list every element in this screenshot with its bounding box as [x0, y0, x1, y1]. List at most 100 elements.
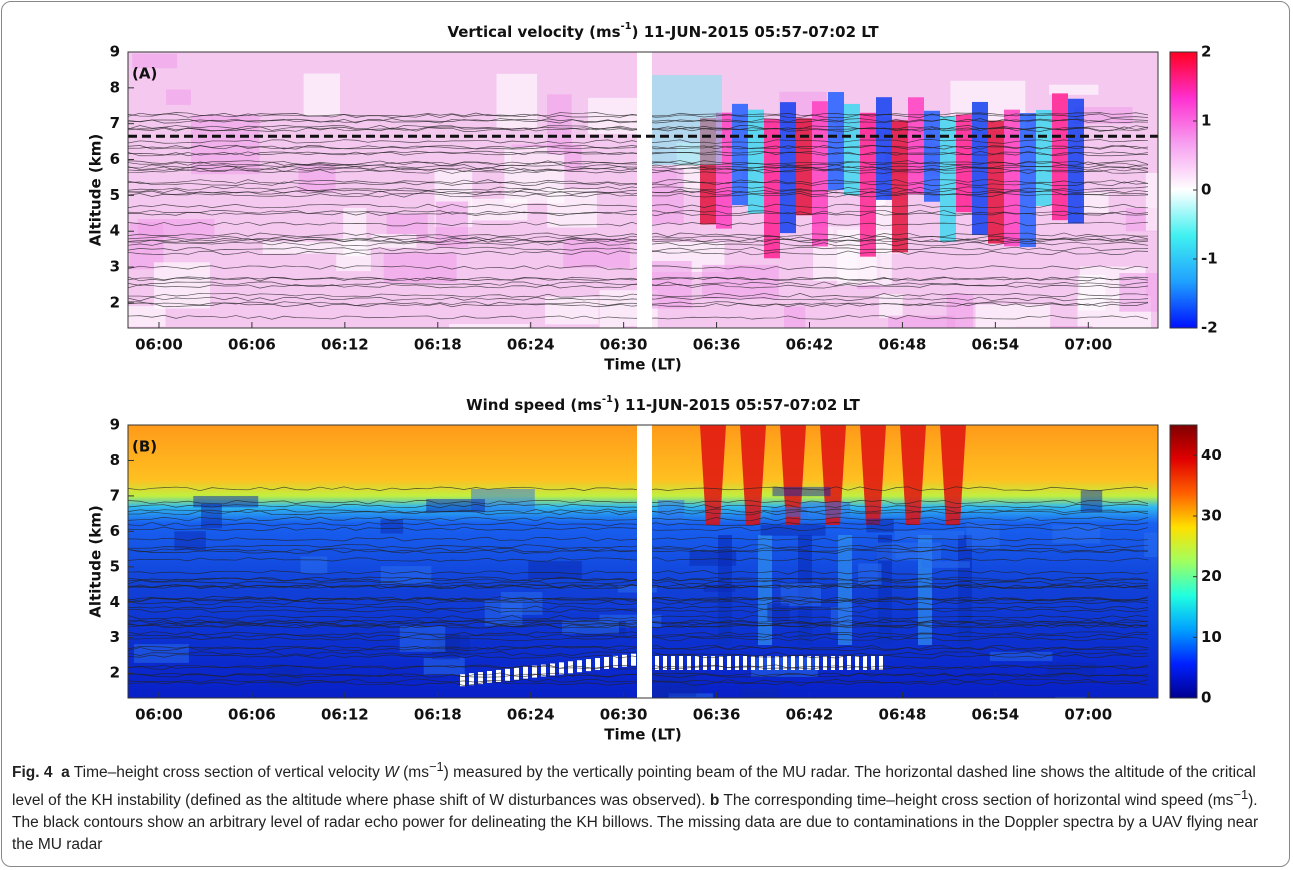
field-texture	[563, 237, 630, 268]
y-tick-label: 5	[110, 186, 120, 204]
y-axis-label: Altitude (km)	[87, 505, 105, 617]
missing-data	[478, 672, 483, 685]
field-texture	[760, 524, 826, 536]
field-texture	[812, 101, 828, 247]
plot-frame	[127, 51, 1159, 329]
field-texture	[547, 94, 572, 155]
field-texture	[652, 75, 722, 165]
field-texture	[975, 304, 1051, 328]
contour	[128, 583, 1149, 589]
field-texture	[1145, 172, 1158, 231]
contour	[128, 623, 1149, 629]
title-text: Wind speed (ms	[466, 396, 602, 414]
contour	[128, 246, 1149, 252]
x-tick-label: 06:24	[507, 706, 555, 724]
contour	[128, 547, 1149, 553]
missing-data	[631, 653, 636, 666]
contour	[128, 678, 1149, 684]
heatmap-field	[128, 425, 1158, 698]
field-texture	[1052, 93, 1068, 221]
part-label: b	[709, 792, 720, 810]
field-texture	[924, 110, 940, 202]
caption-text: ). The black contours show an arbitrary …	[12, 792, 1259, 854]
contour	[128, 536, 1149, 542]
field-texture	[988, 120, 1004, 244]
field-texture	[771, 507, 808, 517]
field-texture	[966, 522, 1000, 549]
missing-data	[831, 656, 835, 670]
field-texture	[174, 531, 206, 551]
contour	[128, 596, 1149, 601]
field-texture	[860, 112, 876, 257]
missing-data	[783, 656, 787, 670]
contour	[128, 526, 1149, 532]
missing-data	[595, 658, 600, 671]
contour	[128, 151, 1149, 157]
missing-data	[496, 669, 501, 682]
field-texture	[772, 486, 831, 497]
field-texture	[879, 294, 903, 318]
missing-data	[550, 663, 555, 676]
x-tick-label: 06:00	[135, 706, 183, 724]
field-texture	[878, 535, 892, 645]
part-label: a	[61, 764, 70, 782]
missing-data	[523, 666, 528, 679]
missing-data	[568, 661, 573, 674]
field-texture	[153, 262, 211, 309]
missing-data	[823, 656, 827, 670]
contour	[128, 672, 1149, 678]
y-tick-label: 4	[110, 222, 120, 240]
data-gap	[637, 425, 652, 698]
missing-data	[879, 656, 883, 670]
missing-data	[695, 656, 699, 670]
contour	[128, 301, 1149, 306]
contour	[128, 238, 1149, 244]
contour	[128, 127, 1149, 132]
missing-data	[855, 656, 859, 670]
field-texture	[700, 425, 726, 525]
x-tick-label: 06:42	[786, 336, 834, 354]
contour	[128, 232, 1149, 238]
colorbar-tick-label: 40	[1201, 446, 1222, 464]
contour	[128, 654, 1149, 659]
contour	[128, 605, 1149, 611]
contour	[128, 503, 1149, 509]
x-tick-label: 06:06	[228, 336, 276, 354]
y-tick-label: 8	[110, 451, 120, 469]
field-texture	[623, 326, 648, 328]
title-superscript: -1	[621, 21, 632, 32]
contour	[128, 250, 1149, 256]
field-texture	[860, 425, 886, 525]
contour	[128, 681, 1149, 686]
missing-data	[767, 656, 771, 670]
y-tick-label: 4	[110, 593, 120, 611]
field-texture	[900, 425, 926, 525]
figure-number: Fig. 4	[12, 764, 53, 782]
field-texture	[1052, 525, 1101, 544]
field-texture	[1073, 107, 1133, 124]
contour	[128, 302, 1149, 308]
field-texture	[649, 260, 692, 309]
contour	[128, 139, 1149, 144]
missing-data	[815, 656, 819, 670]
missing-data	[604, 656, 609, 669]
missing-data	[799, 656, 803, 670]
field-texture	[300, 556, 328, 574]
colorbar-tick-label: 1	[1201, 112, 1211, 130]
field-texture	[471, 489, 535, 512]
contour	[128, 150, 1149, 156]
x-tick-label: 06:54	[971, 706, 1019, 724]
missing-data	[687, 656, 691, 670]
contour	[128, 161, 1149, 166]
field-texture	[435, 201, 468, 248]
contour	[128, 296, 1149, 302]
contour	[128, 544, 1149, 549]
field-texture	[1004, 109, 1020, 247]
missing-data	[727, 656, 731, 670]
x-tick-label: 06:48	[879, 706, 927, 724]
y-tick-label: 3	[110, 628, 120, 646]
contour	[128, 508, 1149, 514]
colorbar-tick-label: 10	[1201, 628, 1222, 646]
x-tick-label: 06:12	[321, 706, 369, 724]
missing-data	[807, 656, 811, 670]
